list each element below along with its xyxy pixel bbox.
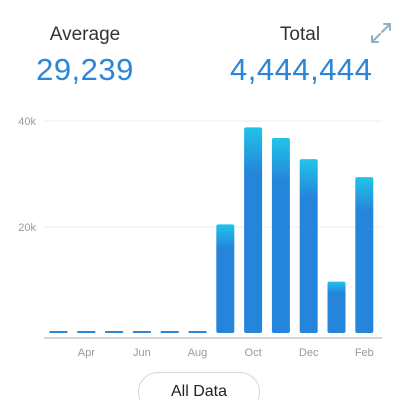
average-label: Average <box>49 24 121 45</box>
bar-dec[interactable] <box>299 159 318 333</box>
total-label: Total <box>279 24 321 45</box>
x-tick-label: Aug <box>188 347 208 359</box>
all-data-button[interactable]: All Data <box>138 372 260 400</box>
bar-empty-jun[interactable] <box>132 331 151 333</box>
expand-arrows-icon <box>371 23 391 43</box>
bar-empty-aug[interactable] <box>188 331 207 333</box>
monthly-bar-chart: 20k 40k Apr Jun Aug Oct Dec Feb <box>18 116 382 359</box>
x-tick-label: Apr <box>78 347 95 359</box>
bar-jan[interactable] <box>327 281 346 333</box>
y-tick-label: 40k <box>18 116 36 128</box>
y-tick-label: 20k <box>18 222 36 234</box>
bar-oct[interactable] <box>244 127 263 333</box>
bar-sep[interactable] <box>216 224 235 333</box>
expand-button[interactable] <box>369 21 393 45</box>
x-tick-label: Dec <box>299 347 319 359</box>
bar-nov[interactable] <box>271 137 290 333</box>
x-tick-label: Feb <box>355 347 374 359</box>
bar-empty-may[interactable] <box>105 331 124 333</box>
average-value: 29,239 <box>36 52 134 87</box>
bar-empty-mar[interactable] <box>49 331 68 333</box>
bar-empty-apr[interactable] <box>77 331 96 333</box>
x-tick-label: Jun <box>133 347 151 359</box>
x-tick-label: Oct <box>245 347 262 359</box>
bar-feb[interactable] <box>355 177 374 333</box>
average-stat: Average 29,239 <box>30 24 140 88</box>
total-value: 4,444,444 <box>230 52 373 87</box>
total-stat: Total 4,444,444 <box>230 24 373 88</box>
bar-empty-jul[interactable] <box>160 331 179 333</box>
